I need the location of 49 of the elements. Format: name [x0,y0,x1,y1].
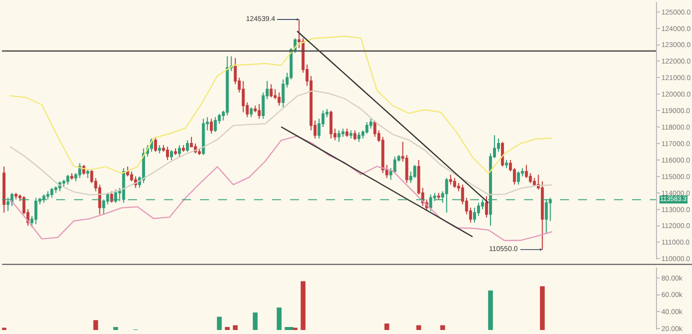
candlestick [524,164,528,179]
candlestick [214,116,217,132]
candlestick [198,148,201,156]
candlestick [504,159,508,169]
candlestick [62,179,66,187]
candlestick [345,128,348,138]
candlestick [110,190,114,204]
candlestick [170,150,173,160]
candlestick [202,118,205,156]
candlestick [154,136,158,152]
candlestick [166,146,169,160]
candlestick [174,148,177,156]
candlestick [429,194,432,212]
candlestick [182,144,185,152]
candlestick [2,166,6,214]
candlestick [485,196,488,218]
candlestick [357,131,360,142]
candlestick [500,141,504,168]
candlestick [437,192,440,200]
candlestick [86,169,90,179]
candlestick [389,168,392,180]
candlestick [393,156,396,174]
candlestick [337,130,340,142]
candlestick [270,84,273,98]
candlestick [365,122,368,134]
candlestick [330,110,332,140]
candlestick [158,144,161,154]
candlestick [242,80,245,113]
candlestick [230,56,233,72]
candlestick [226,56,229,116]
candlestick [516,170,520,186]
candlestick [14,192,18,200]
candlestick [186,140,189,152]
candlestick [445,178,448,214]
candlestick [70,172,74,180]
candlestick [210,118,213,134]
candlestick [122,168,126,204]
candlestick [349,130,352,140]
candlestick [50,187,54,198]
candlestick [353,130,356,141]
candlestick [453,178,456,188]
candlestick [449,174,452,186]
candlestick [278,92,281,106]
candlestick [178,144,181,158]
candlestick [66,174,70,186]
candlestick [369,118,372,130]
candlestick [250,106,253,118]
candlestick [258,104,261,120]
candlestick [46,190,50,200]
